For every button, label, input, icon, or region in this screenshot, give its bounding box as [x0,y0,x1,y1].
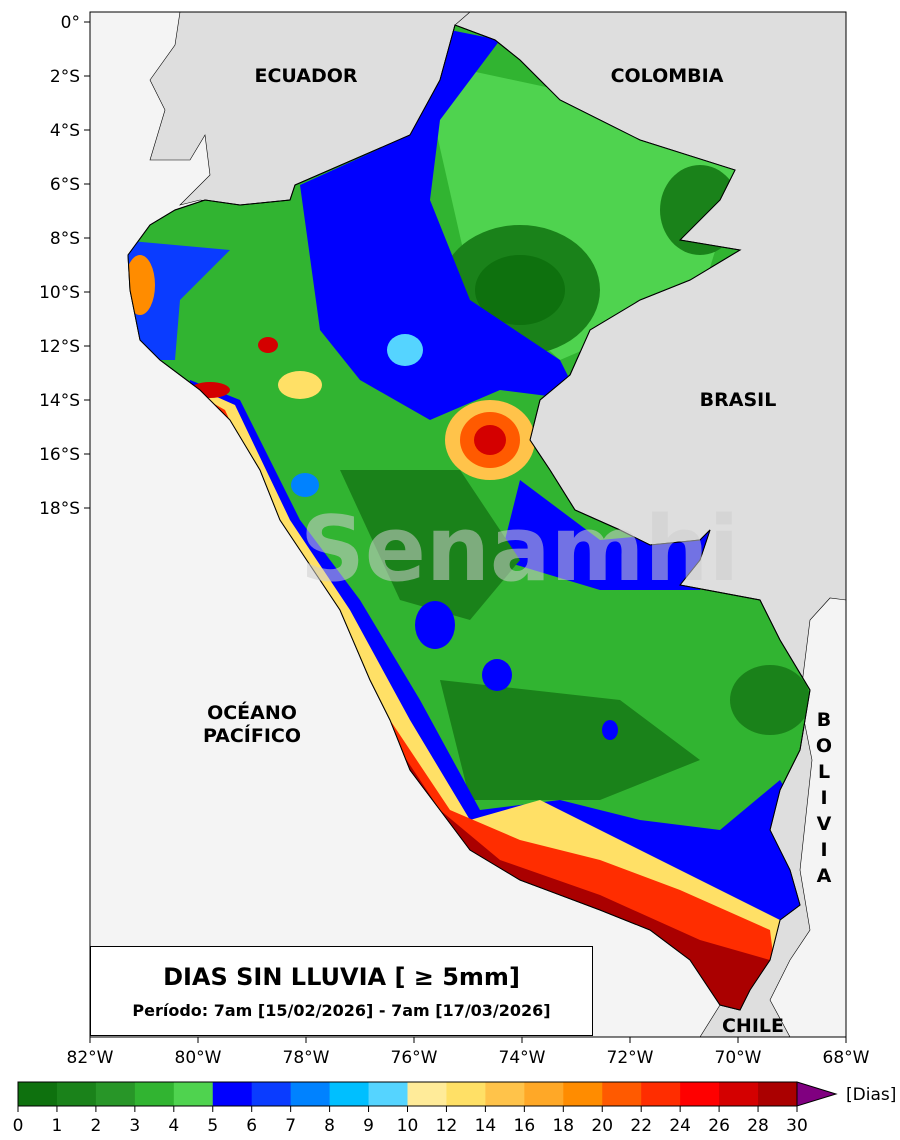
label-chile: CHILE [722,1015,784,1037]
lat-tick-label: 14°S [39,391,80,411]
colorbar-tick-label: 24 [669,1116,691,1136]
lon-tick-label: 80°W [175,1048,222,1068]
label-bolivia-letter: A [817,865,832,887]
colorbar-unit: [Dias] [846,1085,896,1105]
colorbar: 0 1 2 3 4 5 6 7 8 9 10 12 14 16 18 20 22 24 26 28 30 [13,1081,838,1136]
colorbar-tick-label: 18 [552,1116,574,1136]
colorbar-bin [485,1082,525,1106]
colorbar-tick-label: 14 [475,1116,497,1136]
map-frame [89,11,847,1038]
map-period: Período: 7am [15/02/2026] - 7am [17/03/2… [132,1001,551,1020]
colorbar-tick-label: 12 [436,1116,458,1136]
colorbar-bin [446,1082,486,1106]
lat-tick-label: 16°S [39,445,80,465]
colorbar-tick-label: 22 [630,1116,652,1136]
colorbar-tick-label: 16 [514,1116,536,1136]
label-brasil: BRASIL [700,389,777,411]
colorbar-tick-label: 0 [13,1116,24,1136]
label-pacifico: PACÍFICO [203,724,301,747]
label-bolivia-letter: I [820,839,827,861]
label-bolivia-letter: I [820,787,827,809]
colorbar-tick-label: 2 [90,1116,101,1136]
lon-tick-label: 70°W [715,1048,762,1068]
lat-tick-label: 0° [61,13,80,33]
colorbar-tick-label: 3 [129,1116,140,1136]
colorbar-bin [563,1082,603,1106]
latitude-axis: 0° 2°S 4°S 6°S 8°S 10°S 12°S 14°S 16°S 18°S [39,13,90,519]
colorbar-tick-label: 6 [246,1116,257,1136]
label-bolivia-letter: V [817,813,832,835]
colorbar-bin [641,1082,681,1106]
map-title: DIAS SIN LLUVIA [ ≥ 5mm] [163,963,520,991]
label-bolivia-letter: O [816,735,832,757]
colorbar-tick-label: 20 [591,1116,613,1136]
label-ecuador: ECUADOR [254,65,357,87]
colorbar-tick-label: 30 [786,1116,808,1136]
colorbar-tick-label: 26 [708,1116,730,1136]
lat-tick-label: 6°S [50,175,80,195]
lat-tick-label: 18°S [39,499,80,519]
lon-tick-label: 76°W [391,1048,438,1068]
lat-tick-label: 2°S [50,67,80,87]
colorbar-bin [56,1082,97,1106]
colorbar-bin [680,1082,720,1106]
colorbar-bin [407,1082,447,1106]
watermark-logo: Senamhi [300,497,739,602]
lon-tick-label: 68°W [823,1048,870,1068]
label-bolivia-letter: L [818,761,830,783]
colorbar-tick-label: 1 [52,1116,63,1136]
colorbar-tick-label: 28 [747,1116,769,1136]
colorbar-bin [173,1082,214,1106]
colorbar-bin [212,1082,253,1106]
label-bolivia-letter: B [817,709,831,731]
colorbar-bin [524,1082,564,1106]
longitude-axis: 82°W 80°W 78°W 76°W 74°W 72°W 70°W 68°W [67,1037,870,1068]
lon-tick-label: 78°W [283,1048,330,1068]
lon-tick-label: 74°W [499,1048,546,1068]
peru-rainfall-field [127,24,811,1011]
lat-tick-label: 10°S [39,283,80,303]
colorbar-bin [134,1082,175,1106]
colorbar-bin [95,1082,136,1106]
colorbar-bin [368,1082,408,1106]
colorbar-bin [719,1082,759,1106]
lat-tick-label: 8°S [50,229,80,249]
title-box: DIAS SIN LLUVIA [ ≥ 5mm] Período: 7am [1… [90,946,593,1036]
colorbar-tick-label: 8 [324,1116,335,1136]
colorbar-tick-label: 10 [397,1116,419,1136]
colorbar-bin [602,1082,642,1106]
colorbar-bin [251,1082,292,1106]
colorbar-bin [329,1082,370,1106]
label-colombia: COLOMBIA [611,65,724,87]
lat-tick-label: 12°S [39,337,80,357]
lat-tick-label: 4°S [50,121,80,141]
colorbar-tick-label: 5 [207,1116,218,1136]
lon-tick-label: 82°W [67,1048,114,1068]
lon-tick-label: 72°W [607,1048,654,1068]
colorbar-tick-label: 9 [363,1116,374,1136]
colorbar-tick-label: 4 [168,1116,179,1136]
colorbar-bin [290,1082,331,1106]
label-oceano: OCÉANO [207,701,297,724]
colorbar-bin [18,1082,58,1106]
colorbar-bin [758,1082,798,1106]
colorbar-extend-arrow [796,1081,838,1107]
colorbar-tick-label: 7 [285,1116,296,1136]
